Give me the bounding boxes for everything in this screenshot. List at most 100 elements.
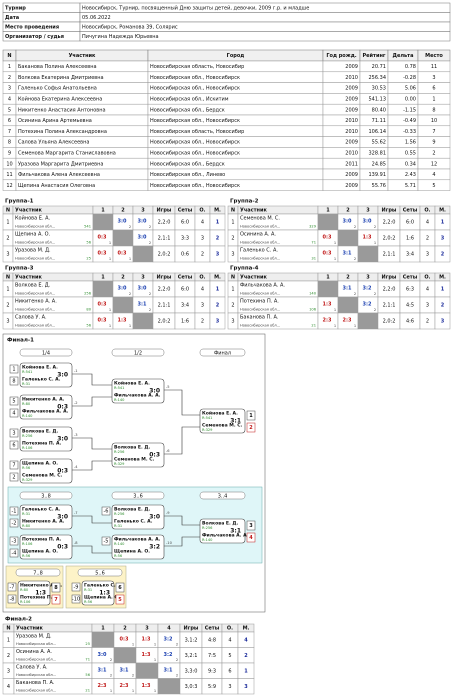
column-header: М. [439, 275, 446, 281]
player-name: Уразова М. Д. [16, 634, 52, 640]
row-games: 2,2:0 [383, 220, 396, 226]
connector [164, 536, 200, 547]
match-score: 3:2 [164, 636, 173, 642]
row-number: 2 [6, 303, 9, 309]
row-place: 2 [441, 252, 445, 258]
column-header: 1 [101, 626, 105, 632]
column-header: Игры [157, 275, 172, 281]
round-header [199, 491, 246, 500]
seed-box [71, 582, 81, 592]
row-games: 3,0:3 [185, 684, 198, 690]
player-cell: 8 [8, 140, 11, 146]
column-header: 4 [167, 626, 171, 632]
seed: 5 [12, 399, 15, 405]
result-place: 4 [249, 535, 253, 541]
row-place: 2 [244, 653, 248, 659]
player-name: Никитенко А. А. [22, 519, 65, 525]
header-label: Турнир [5, 5, 26, 11]
seed-box [9, 460, 19, 470]
header-value: 05.06.2022 [82, 15, 111, 21]
player-name: Баканова П. А. [16, 680, 55, 686]
result-box [51, 582, 61, 593]
column-header: М. [214, 275, 221, 281]
column-header: 2 [346, 275, 350, 281]
player-rating: R:256 [114, 450, 125, 454]
match-score: 3:1 [343, 251, 352, 257]
seed-box [9, 506, 19, 516]
column-header: О. [199, 208, 205, 214]
connector [164, 515, 200, 526]
match-points: 2 [374, 225, 376, 229]
row-sets: 3:4 [181, 303, 189, 309]
player-cell: 2010 [345, 129, 358, 135]
player-cell: 2009 [345, 140, 358, 146]
match-score: 3:1 [164, 667, 173, 673]
player-cell: 2009 [345, 86, 358, 92]
seed-box [9, 440, 19, 450]
match-points: 1 [334, 324, 336, 328]
match-score: 3:0 [118, 219, 127, 225]
player-rating: R:31 [84, 588, 92, 592]
player-rating: 25 [85, 642, 90, 646]
player-city: Новосибирская обл... [16, 689, 56, 693]
row-place: 1 [244, 668, 248, 674]
connector [72, 545, 112, 554]
row-points: 2 [201, 319, 204, 325]
row-games: 2,1:1 [158, 236, 171, 242]
match-points: 2 [176, 658, 178, 662]
cell [337, 229, 359, 247]
match-points: 2 [354, 292, 356, 296]
player-cell: 9 [8, 151, 11, 157]
player-name: Уразова М. Д. [15, 248, 51, 254]
row-points: 3 [426, 252, 429, 258]
match-score: 0:3 [98, 235, 107, 241]
player-name: Семенова М. С. [202, 423, 243, 429]
player-city: Новосибирская обл... [240, 292, 280, 296]
row-sets: 9:3 [208, 668, 216, 674]
match-box [111, 378, 165, 404]
column-header: Сеты [205, 626, 220, 632]
player-rating: R:106 [20, 600, 31, 604]
player-rating: 56 [85, 673, 90, 677]
player-name: Салова У. А. [15, 315, 47, 321]
match-score: 3:0 [57, 436, 68, 443]
match-points: 1 [109, 257, 111, 261]
seed-box [101, 536, 111, 546]
player-cell: 256.34 [369, 75, 387, 81]
player-cell: 55.62 [372, 140, 386, 146]
match-points: 2 [149, 292, 151, 296]
match-score: 3:0 [149, 514, 160, 521]
match-score: 1:3 [99, 590, 110, 597]
match-number: -7 [74, 511, 78, 515]
player-cell: Семенова Маргарита Станиславовна [18, 151, 116, 157]
match-points: 1 [132, 689, 134, 693]
player-rating: 106 [309, 308, 317, 312]
match-points: 1 [334, 257, 336, 261]
connector [72, 396, 112, 407]
row-sets: 0:6 [181, 252, 189, 258]
seed-box [7, 582, 17, 592]
player-cell: 0.34 [405, 161, 416, 167]
player-rating: R:80 [22, 402, 31, 406]
result-place: 3 [249, 523, 253, 529]
row-place: 3 [441, 236, 445, 242]
row-games: 2,0:2 [158, 252, 171, 258]
row-points: 3 [201, 236, 204, 242]
seed: 7 [12, 463, 15, 469]
player-rating: R:256 [202, 526, 213, 530]
column-header: Место [425, 53, 443, 59]
result-place: 6 [118, 585, 122, 591]
match-score: 2:3 [323, 318, 332, 324]
player-cell: 2010 [345, 75, 358, 81]
match-points: 1 [109, 241, 111, 245]
column-header: Участник [240, 208, 267, 214]
column-header: 2 [123, 626, 127, 632]
player-rating: R:256 [22, 434, 33, 438]
match-points: 1 [374, 241, 376, 245]
player-city: Новосибирская обл... [15, 324, 55, 328]
cell [79, 12, 451, 23]
match-points: 2 [149, 241, 151, 245]
match-points: 1 [129, 324, 131, 328]
cell [92, 213, 114, 231]
